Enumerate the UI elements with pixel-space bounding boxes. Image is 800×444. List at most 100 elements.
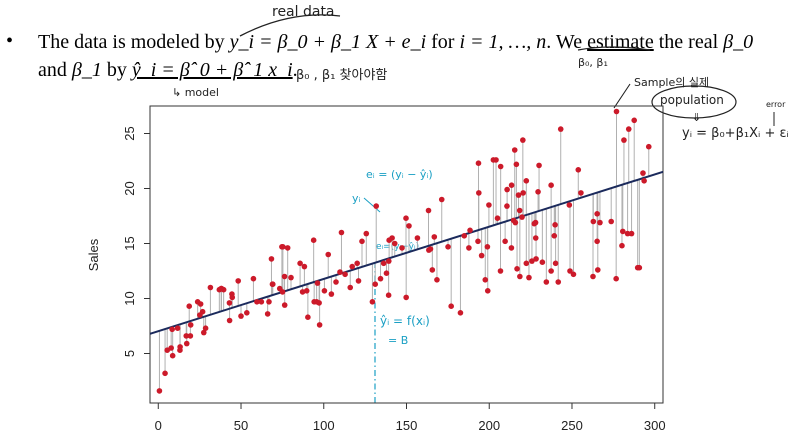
data-point — [523, 178, 530, 184]
data-point — [514, 266, 520, 272]
data-point — [281, 273, 288, 280]
line2-by: by — [101, 59, 132, 81]
data-point — [512, 219, 519, 226]
data-point — [235, 278, 242, 284]
data-point — [625, 126, 632, 132]
data-point — [355, 278, 362, 284]
regression-line — [149, 170, 664, 335]
data-point — [328, 291, 335, 297]
data-point — [619, 228, 626, 235]
model-equation: y_i = β_0 + β_1 X + e_i — [229, 31, 427, 53]
line1-mid: for — [426, 31, 460, 53]
data-point — [466, 245, 472, 251]
data-point — [529, 258, 535, 264]
data-point — [301, 263, 308, 270]
y-axis-label: Sales — [86, 238, 101, 271]
data-point — [624, 230, 631, 237]
data-point — [567, 268, 573, 274]
x-tick-label: 50 — [234, 418, 248, 433]
data-point — [536, 162, 542, 169]
data-point — [429, 267, 436, 273]
x-tick-label: 200 — [478, 418, 500, 433]
data-point — [575, 167, 582, 173]
data-point — [377, 275, 384, 282]
data-point — [484, 244, 491, 250]
data-point — [200, 329, 207, 336]
data-point — [183, 333, 190, 339]
data-point — [342, 271, 348, 278]
annotation-real-data: real data — [272, 4, 335, 20]
line2-end: . — [292, 59, 298, 81]
data-point — [640, 170, 646, 176]
data-point — [187, 333, 194, 339]
data-point — [641, 178, 647, 184]
data-point — [493, 157, 499, 163]
data-point — [337, 269, 343, 275]
data-point — [478, 252, 485, 259]
x-tick-label: 100 — [313, 418, 335, 433]
data-point — [380, 260, 387, 267]
data-point — [590, 218, 597, 225]
data-point — [494, 215, 501, 221]
line1-suffix-a: . We — [546, 31, 588, 53]
data-point — [156, 388, 163, 394]
data-point — [414, 235, 421, 241]
data-point — [594, 211, 600, 217]
line1-prefix: The data is modeled by — [38, 31, 230, 53]
data-point — [406, 223, 412, 229]
population-pointer — [613, 83, 631, 109]
data-point — [497, 268, 504, 274]
data-point — [594, 238, 600, 245]
annotation-strokes — [239, 14, 775, 404]
y-tick-label: 10 — [122, 291, 137, 305]
y-tick-label: 15 — [122, 236, 137, 250]
annotation-error: error — [766, 100, 786, 109]
data-point — [226, 317, 233, 324]
x-tick-label: 150 — [396, 418, 418, 433]
data-point — [280, 244, 286, 250]
data-point — [628, 230, 635, 237]
data-point — [511, 147, 518, 153]
data-point — [226, 300, 233, 306]
data-point — [314, 280, 321, 286]
data-point — [557, 126, 564, 132]
x-tick-label: 250 — [561, 418, 583, 433]
data-point — [613, 275, 619, 282]
line1-suffix-b: the real — [653, 31, 724, 53]
data-point — [523, 260, 530, 267]
data-point — [333, 279, 339, 285]
data-point — [484, 288, 491, 294]
data-point — [258, 299, 265, 305]
data-point — [519, 214, 525, 220]
data-point — [594, 267, 601, 273]
data-point — [482, 277, 489, 283]
data-point — [264, 311, 271, 317]
data-point — [168, 345, 174, 351]
data-point — [570, 271, 577, 278]
data-point — [597, 219, 603, 226]
data-point — [187, 322, 194, 328]
data-point — [316, 300, 322, 306]
data-point — [461, 233, 468, 239]
data-point — [508, 245, 515, 251]
beta-brace — [577, 46, 651, 51]
y-tick-label: 20 — [122, 181, 137, 195]
data-point — [399, 245, 405, 251]
data-point — [325, 251, 332, 258]
data-point — [310, 237, 317, 243]
data-point — [578, 190, 584, 196]
data-point — [645, 143, 652, 150]
data-point — [535, 189, 541, 195]
data-point — [486, 202, 492, 208]
annotation-residual-small: eᵢ=(yᵢ−ŷᵢ) — [376, 242, 420, 252]
data-point — [526, 274, 532, 281]
data-point — [403, 215, 409, 221]
data-point — [369, 299, 376, 305]
index-range: i = 1, …, n — [459, 31, 547, 53]
y-tick-label: 25 — [122, 126, 137, 140]
model-description-line2: and β_1 by ŷ_i = β̂_0 + β̂_1 x_i. — [38, 56, 298, 84]
data-point — [197, 301, 204, 307]
data-point — [297, 260, 303, 267]
data-point — [539, 259, 546, 266]
